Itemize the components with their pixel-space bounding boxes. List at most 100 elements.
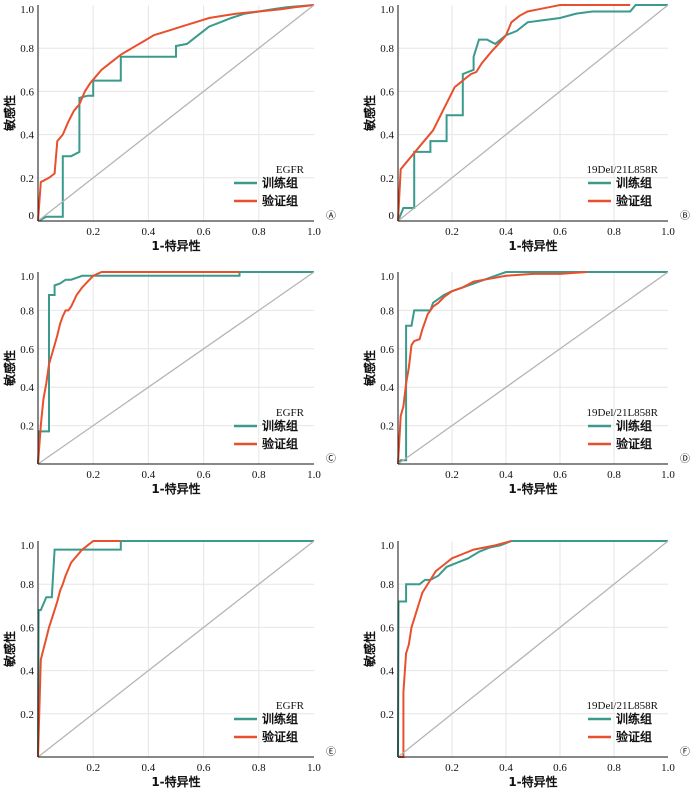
chart-4-xtick-label: 0.2 bbox=[445, 469, 459, 481]
chart-2-panel-label: Ⓑ bbox=[680, 210, 690, 222]
chart-5-legend-label-train: 训练组 bbox=[262, 711, 298, 726]
chart-6-legend-label-valid: 验证组 bbox=[616, 729, 652, 744]
chart-1-xtick-label: 0.4 bbox=[142, 226, 156, 238]
chart-3-series-diagonal-line bbox=[37, 271, 315, 465]
chart-5-legend-label-valid: 验证组 bbox=[262, 729, 298, 744]
chart-6: 0.2 0.4 0.6 0.8 1.0 0.2 0.4 0.6 0.8 1.0 1-特异性 敏感性 19… bbox=[362, 540, 690, 789]
chart-4-ytick-label: 0.8 bbox=[380, 305, 394, 317]
chart-4-series-valid-line bbox=[397, 271, 588, 465]
chart-3-xtick-label: 0.2 bbox=[86, 469, 100, 481]
chart-5-ytick-label: 0.4 bbox=[20, 666, 34, 678]
chart-4: 0.2 0.4 0.6 0.8 1.0 0.2 0.4 0.6 0.8 1.0 1-特异性 敏感性 19… bbox=[362, 271, 690, 496]
chart-1-ytick-label: 1.0 bbox=[20, 4, 34, 16]
chart-3-panel-label: Ⓒ bbox=[326, 453, 336, 465]
chart-2-ylabel: 敏感性 bbox=[362, 95, 377, 132]
chart-1-xtick-label: 0.8 bbox=[252, 226, 266, 238]
chart-3-series-valid-line bbox=[37, 271, 240, 465]
chart-4-xlabel: 1-特异性 bbox=[508, 481, 557, 496]
chart-2-xtick-label: 0.6 bbox=[553, 226, 567, 238]
chart-5-ytick-label: 0.2 bbox=[20, 709, 34, 721]
chart-4-ytick-label: 0.2 bbox=[380, 421, 394, 433]
chart-4-legend-title: 19Del/21L858R bbox=[587, 407, 659, 419]
chart-6-series-diagonal-line bbox=[397, 540, 669, 758]
chart-4-ylabel: 敏感性 bbox=[362, 350, 377, 387]
chart-1-legend-label-valid: 验证组 bbox=[262, 193, 298, 208]
chart-2-ytick-label: 0.6 bbox=[380, 86, 394, 98]
chart-5-series-diagonal-line bbox=[37, 540, 315, 758]
chart-6-ytick-label: 0.8 bbox=[380, 579, 394, 591]
chart-5-ytick-label: 0.8 bbox=[20, 579, 34, 591]
chart-2-ytick-label: 0.2 bbox=[380, 173, 394, 185]
chart-1-xtick-label: 0.6 bbox=[197, 226, 211, 238]
chart-1-ytick-label: 0.6 bbox=[20, 86, 34, 98]
chart-2-legend-label-train: 训练组 bbox=[616, 175, 652, 190]
chart-6-legend-label-train: 训练组 bbox=[616, 711, 652, 726]
chart-6-xtick-label: 0.2 bbox=[445, 762, 459, 774]
chart-6-ytick-label: 1.0 bbox=[380, 540, 394, 552]
chart-1-series-valid-line bbox=[37, 4, 315, 222]
chart-1: 0.2 0.4 0.6 0.8 1.0 0 0.2 0.4 0.6 0.8 1.0 1-特异性 敏感性 E… bbox=[2, 4, 336, 253]
chart-5-xtick-label: 0.2 bbox=[86, 762, 100, 774]
chart-3-legend-label-train: 训练组 bbox=[262, 418, 298, 433]
chart-2-xtick-label: 0.2 bbox=[445, 226, 459, 238]
chart-6-xtick-label: 0.4 bbox=[499, 762, 513, 774]
chart-6-xtick-label: 1.0 bbox=[661, 762, 675, 774]
chart-5-ylabel: 敏感性 bbox=[2, 631, 17, 668]
chart-2-xlabel: 1-特异性 bbox=[508, 238, 557, 253]
chart-5-series-train-line bbox=[37, 540, 314, 758]
chart-6-series-train-line bbox=[397, 540, 668, 758]
chart-1-legend-title: EGFR bbox=[276, 164, 305, 176]
chart-1-xlabel: 1-特异性 bbox=[151, 238, 200, 253]
chart-6-legend-title: 19Del/21L858R bbox=[587, 700, 659, 712]
chart-3-xtick-label: 0.6 bbox=[197, 469, 211, 481]
chart-3-xtick-label: 0.8 bbox=[252, 469, 266, 481]
chart-5-ytick-label: 1.0 bbox=[20, 540, 34, 552]
chart-1-xtick-label: 1.0 bbox=[307, 226, 321, 238]
chart-4-legend-label-train: 训练组 bbox=[616, 418, 652, 433]
chart-2-ytick-label: 0.4 bbox=[380, 130, 394, 142]
chart-6-ytick-label: 0.6 bbox=[380, 622, 394, 634]
chart-1-ytick-label: 0.8 bbox=[20, 43, 34, 55]
chart-3-ytick-label: 0.2 bbox=[20, 421, 34, 433]
chart-6-series-valid-line bbox=[398, 540, 512, 758]
chart-2: 0.2 0.4 0.6 0.8 1.0 0 0.2 0.4 0.6 0.8 1.0 1-特异性 敏感性 1… bbox=[362, 4, 690, 253]
chart-6-xtick-label: 0.6 bbox=[553, 762, 567, 774]
chart-4-panel-label: Ⓓ bbox=[680, 453, 690, 465]
chart-4-xtick-label: 0.4 bbox=[499, 469, 513, 481]
chart-5-xtick-label: 0.6 bbox=[197, 762, 211, 774]
chart-5-xtick-label: 0.8 bbox=[252, 762, 266, 774]
chart-5-panel-label: Ⓔ bbox=[326, 746, 336, 758]
chart-3: 0.2 0.4 0.6 0.8 1.0 0.2 0.4 0.6 0.8 1.0 1-特异性 敏感性 EG… bbox=[2, 271, 336, 496]
chart-2-ytick-label: 1.0 bbox=[380, 4, 394, 16]
chart-4-ytick-label: 0.4 bbox=[380, 382, 394, 394]
chart-6-ytick-label: 0.2 bbox=[380, 709, 394, 721]
chart-5-ytick-label: 0.6 bbox=[20, 622, 34, 634]
chart-3-xlabel: 1-特异性 bbox=[151, 481, 200, 496]
chart-2-series-valid-line bbox=[397, 4, 631, 222]
chart-6-ylabel: 敏感性 bbox=[362, 631, 377, 668]
chart-1-ytick-label: 0 bbox=[29, 210, 35, 222]
chart-1-series-train-line bbox=[37, 4, 315, 222]
chart-5-xtick-label: 1.0 bbox=[307, 762, 321, 774]
chart-4-xtick-label: 0.6 bbox=[553, 469, 567, 481]
chart-1-panel-label: Ⓐ bbox=[326, 210, 336, 222]
chart-3-series-train-line bbox=[37, 271, 314, 465]
chart-4-xtick-label: 1.0 bbox=[661, 469, 675, 481]
chart-3-ytick-label: 0.8 bbox=[20, 305, 34, 317]
chart-3-xtick-label: 0.4 bbox=[142, 469, 156, 481]
chart-3-legend-label-valid: 验证组 bbox=[262, 436, 298, 451]
chart-6-ytick-label: 0.4 bbox=[380, 666, 394, 678]
chart-3-ytick-label: 0.4 bbox=[20, 382, 34, 394]
chart-3-ytick-label: 1.0 bbox=[20, 271, 34, 283]
chart-5-xtick-label: 0.4 bbox=[142, 762, 156, 774]
chart-2-series-diagonal-line bbox=[397, 4, 669, 222]
chart-3-ytick-label: 0.6 bbox=[20, 344, 34, 356]
chart-5-xlabel: 1-特异性 bbox=[151, 774, 200, 789]
chart-1-ylabel: 敏感性 bbox=[2, 95, 17, 132]
chart-3-ylabel: 敏感性 bbox=[2, 350, 17, 387]
chart-4-ytick-label: 0.6 bbox=[380, 344, 394, 356]
chart-2-series-train-line bbox=[397, 4, 668, 222]
chart-2-xtick-label: 0.4 bbox=[499, 226, 513, 238]
chart-1-ytick-label: 0.4 bbox=[20, 130, 34, 142]
